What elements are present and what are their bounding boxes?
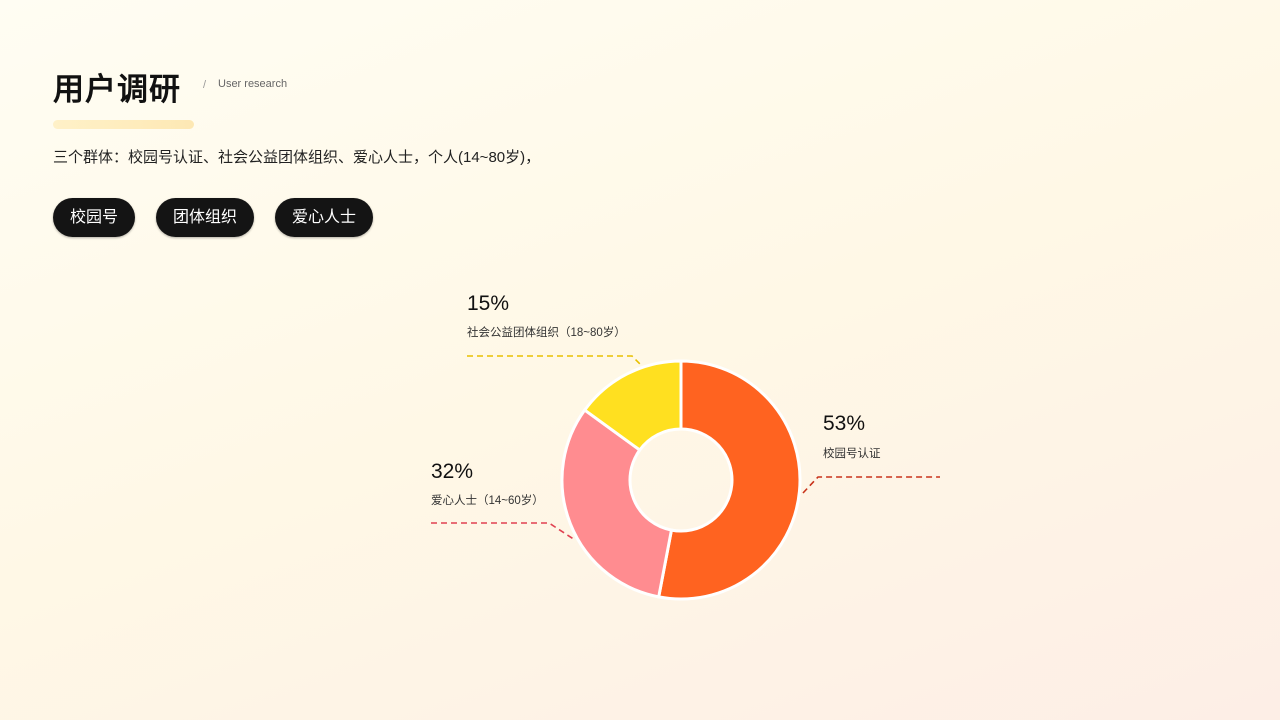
- tag-campus[interactable]: 校园号: [53, 198, 136, 237]
- page-title: 用户调研: [53, 72, 181, 107]
- data-label-volunteer-pct: 32%: [431, 460, 474, 483]
- title-separator: /: [203, 79, 207, 91]
- tag-list: 校园号 团体组织 爱心人士: [53, 198, 374, 237]
- leader-line-group: [467, 355, 641, 365]
- data-label-group-pct: 15%: [467, 292, 510, 315]
- data-label-volunteer: 爱心人士（14~60岁）: [431, 495, 544, 507]
- tag-group[interactable]: 团体组织: [156, 198, 255, 237]
- page-subtitle: User research: [218, 78, 288, 90]
- data-label-campus: 校园号认证: [823, 448, 881, 460]
- leader-line-campus: [802, 476, 940, 494]
- slice-volunteer: [560, 407, 674, 599]
- slice-campus: [656, 359, 802, 601]
- data-label-campus-pct: 53%: [823, 412, 866, 435]
- description: 三个群体：校园号认证、社会公益团体组织、爱心人士，个人(14~80岁)，: [53, 149, 541, 166]
- slice-group: [582, 359, 683, 453]
- data-label-group: 社会公益团体组织（18~80岁）: [467, 327, 626, 339]
- tag-volunteer[interactable]: 爱心人士: [275, 198, 374, 237]
- title-underline: [53, 120, 194, 129]
- leader-line-volunteer: [431, 522, 576, 541]
